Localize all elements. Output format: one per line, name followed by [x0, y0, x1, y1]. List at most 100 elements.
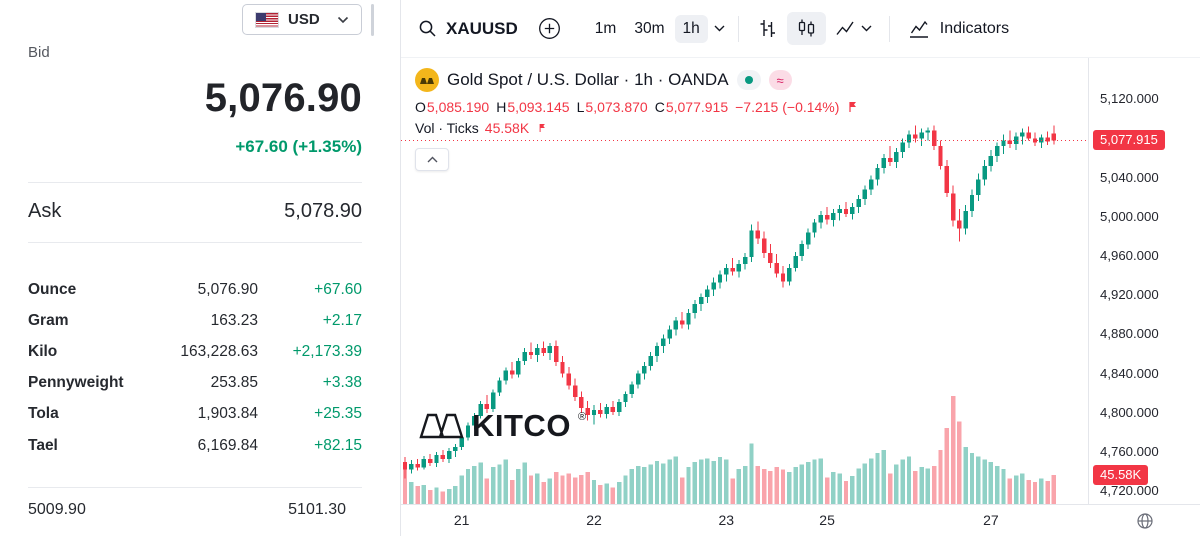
- price-axis-label: 4,760.000: [1100, 444, 1159, 460]
- close-label: C: [654, 99, 665, 115]
- price-axis-label: 4,840.000: [1100, 365, 1159, 381]
- bars-chart-icon: [756, 17, 779, 40]
- bid-change: +67.60 (+1.35%): [235, 137, 362, 156]
- volume-badge: 45.58K: [1093, 465, 1149, 486]
- search-icon: [418, 19, 437, 38]
- symbol-search-button[interactable]: XAUUSD: [416, 15, 520, 43]
- scrollbar-thumb[interactable]: [371, 4, 374, 36]
- alert-flag-icon: [849, 102, 857, 112]
- chart-title[interactable]: Gold Spot / U.S. Dollar · 1h · OANDA: [447, 70, 729, 89]
- chart-toolbar: XAUUSD 1m 30m 1h: [401, 0, 1200, 58]
- chart-body: Gold Spot / U.S. Dollar · 1h · OANDA ≈ O…: [401, 58, 1200, 504]
- kitco-watermark: KITCO ®: [419, 410, 586, 442]
- bid-price: 5,076.90: [204, 76, 362, 120]
- high-label: H: [496, 99, 507, 115]
- price-axis-label: 4,920.000: [1100, 287, 1159, 303]
- indicators-button[interactable]: Indicators: [899, 13, 1017, 45]
- unit-row-tola: Tola 1,903.84 +25.35: [28, 405, 362, 423]
- bid-label: Bid: [28, 44, 50, 61]
- timeframe-group: 1m 30m 1h: [587, 14, 729, 43]
- candlestick-chart[interactable]: [401, 58, 1088, 504]
- chart-style-area-button[interactable]: [826, 12, 880, 45]
- unit-row-ounce: Ounce 5,076.90 +67.60: [28, 280, 362, 298]
- chart-panel: XAUUSD 1m 30m 1h: [401, 0, 1200, 536]
- timeframe-1m[interactable]: 1m: [587, 15, 625, 43]
- price-axis-label: 5,120.000: [1100, 91, 1159, 107]
- day-range-row: 5009.90 5101.30: [28, 501, 362, 519]
- low-label: L: [576, 99, 585, 115]
- price-axis[interactable]: 5,120.000 5,040.000 5,000.000 4,960.000 4,92…: [1088, 58, 1200, 504]
- chart-style-bars-button[interactable]: [748, 12, 787, 45]
- chevron-down-icon: [714, 25, 725, 32]
- area-chart-icon: [834, 17, 857, 40]
- high-value: 5,093.145: [507, 99, 570, 115]
- chevron-down-icon: [861, 25, 872, 32]
- low-value: 5,073.870: [585, 99, 648, 115]
- range-high: 5101.30: [288, 501, 346, 519]
- open-label: O: [415, 99, 426, 115]
- price-axis-label: 5,000.000: [1100, 208, 1159, 224]
- plus-circle-icon: [538, 17, 561, 40]
- chevron-down-icon: [337, 16, 349, 24]
- ask-row: Ask 5,078.90: [28, 200, 362, 223]
- toolbar-divider: [737, 15, 739, 42]
- kitco-watermark-text: KITCO: [472, 408, 571, 443]
- unit-row-gram: Gram 163.23 +2.17: [28, 311, 362, 329]
- price-axis-label: 4,960.000: [1100, 248, 1159, 263]
- ask-label: Ask: [28, 200, 62, 222]
- range-low: 5009.90: [28, 501, 86, 519]
- market-status-icon[interactable]: [736, 70, 761, 90]
- approx-data-badge[interactable]: ≈: [768, 70, 792, 90]
- volume-value: 45.58K: [484, 120, 530, 136]
- candlestick-chart-icon: [795, 17, 818, 40]
- quote-panel: USD Bid 5,076.90 +67.60 (+1.35%) Ask 5,0…: [0, 0, 401, 536]
- timeframe-30m[interactable]: 30m: [626, 15, 672, 43]
- price-axis-label: 5,040.000: [1100, 169, 1159, 185]
- chart-legend: Gold Spot / U.S. Dollar · 1h · OANDA ≈ O…: [415, 68, 857, 171]
- alert-flag-icon: [539, 124, 546, 132]
- price-axis-label: 4,720.000: [1100, 483, 1159, 499]
- time-axis-label: 27: [983, 512, 999, 528]
- price-axis-label: 4,800.000: [1100, 404, 1159, 420]
- legend-collapse-button[interactable]: [415, 148, 449, 171]
- ask-price: 5,078.90: [284, 200, 362, 222]
- chevron-up-icon: [427, 156, 438, 163]
- close-value: 5,077.915: [665, 99, 729, 115]
- indicators-label: Indicators: [939, 19, 1010, 37]
- compare-add-button[interactable]: [530, 12, 569, 45]
- gold-instrument-icon: [415, 68, 439, 92]
- last-price-badge: 5,077.915: [1093, 130, 1165, 151]
- volume-row: Vol · Ticks 45.58K: [415, 120, 857, 136]
- indicators-icon: [907, 18, 931, 40]
- timezone-button[interactable]: [1136, 512, 1154, 530]
- timeframe-1h[interactable]: 1h: [674, 14, 708, 43]
- chart-plot-area[interactable]: Gold Spot / U.S. Dollar · 1h · OANDA ≈ O…: [401, 58, 1088, 504]
- time-axis-label: 23: [718, 512, 735, 528]
- divider: [28, 487, 362, 489]
- ohlc-row: O 5,085.190 H 5,093.145 L 5,073.870 C 5,…: [415, 99, 857, 115]
- time-axis-label: 22: [586, 512, 602, 528]
- currency-row: USD: [28, 4, 362, 35]
- time-axis[interactable]: 21 22 23 25 27: [401, 504, 1200, 536]
- us-flag-icon: [255, 11, 279, 28]
- registered-mark: ®: [577, 411, 587, 423]
- unit-table: Ounce 5,076.90 +67.60 Gram 163.23 +2.17 …: [28, 274, 362, 461]
- timeframe-menu-button[interactable]: [710, 20, 729, 37]
- time-axis-label: 21: [453, 512, 470, 528]
- chart-style-candles-button[interactable]: [786, 12, 826, 45]
- divider: [28, 182, 362, 183]
- toolbar-divider: [888, 15, 890, 42]
- currency-selector[interactable]: USD: [242, 4, 362, 35]
- open-value: 5,085.190: [426, 99, 490, 115]
- unit-row-kilo: Kilo 163,228.63 +2,173.39: [28, 342, 362, 360]
- divider: [28, 242, 362, 243]
- symbol-label: XAUUSD: [446, 18, 518, 38]
- legend-title-row[interactable]: Gold Spot / U.S. Dollar · 1h · OANDA ≈: [415, 68, 857, 92]
- kitco-logo-icon: [419, 410, 465, 440]
- unit-row-pennyweight: Pennyweight 253.85 +3.38: [28, 374, 362, 392]
- volume-label: Vol · Ticks: [415, 120, 479, 136]
- unit-row-tael: Tael 6,169.84 +82.15: [28, 436, 362, 454]
- price-axis-label: 4,880.000: [1100, 326, 1159, 342]
- globe-icon: [1136, 512, 1154, 530]
